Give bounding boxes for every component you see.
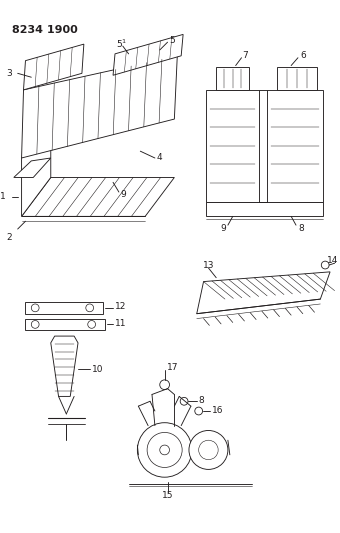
Circle shape <box>31 304 39 312</box>
Circle shape <box>88 320 96 328</box>
Text: 4: 4 <box>157 154 163 163</box>
Text: 6: 6 <box>300 51 306 60</box>
Text: 5$^1$: 5$^1$ <box>116 38 127 50</box>
FancyBboxPatch shape <box>26 302 103 314</box>
Circle shape <box>199 440 218 459</box>
Circle shape <box>137 423 192 477</box>
Polygon shape <box>276 68 318 90</box>
Text: 8: 8 <box>298 223 304 232</box>
Text: 11: 11 <box>115 319 126 328</box>
Polygon shape <box>14 158 51 177</box>
Text: 8234 1900: 8234 1900 <box>12 25 78 35</box>
FancyBboxPatch shape <box>26 319 105 330</box>
Text: 9: 9 <box>121 190 126 199</box>
Polygon shape <box>206 90 259 202</box>
Polygon shape <box>206 202 323 216</box>
Circle shape <box>180 398 188 405</box>
Circle shape <box>147 432 182 467</box>
Circle shape <box>160 380 170 390</box>
Polygon shape <box>51 336 78 397</box>
Polygon shape <box>216 68 249 90</box>
Text: 9: 9 <box>220 223 226 232</box>
Polygon shape <box>113 35 183 75</box>
Polygon shape <box>21 177 174 216</box>
Text: 17: 17 <box>167 363 178 372</box>
Circle shape <box>86 304 94 312</box>
Text: 5: 5 <box>170 36 175 45</box>
Circle shape <box>189 431 228 470</box>
Text: 2: 2 <box>6 233 12 242</box>
Text: 12: 12 <box>115 302 126 311</box>
Polygon shape <box>21 56 177 158</box>
Text: 3: 3 <box>6 69 12 78</box>
Text: 16: 16 <box>212 406 224 415</box>
Text: 15: 15 <box>162 491 173 500</box>
Text: 14: 14 <box>327 256 339 265</box>
Polygon shape <box>197 272 330 314</box>
Polygon shape <box>23 44 84 90</box>
Text: 7: 7 <box>242 51 248 60</box>
Polygon shape <box>21 119 51 216</box>
Polygon shape <box>267 90 323 202</box>
Circle shape <box>160 445 170 455</box>
Circle shape <box>195 407 203 415</box>
Text: 10: 10 <box>92 365 103 374</box>
Text: 13: 13 <box>203 261 214 270</box>
Text: 1: 1 <box>0 192 6 201</box>
Circle shape <box>31 320 39 328</box>
Text: 8: 8 <box>199 396 204 405</box>
